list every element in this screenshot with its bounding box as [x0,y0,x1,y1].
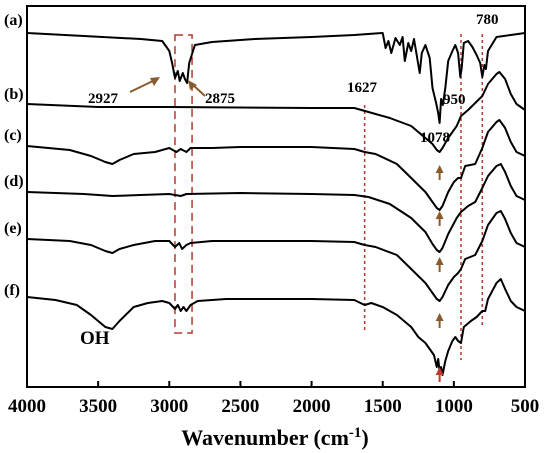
annotation-950: 950 [443,92,466,108]
arrow-up-e [435,257,444,265]
annotation-oh: OH [80,328,110,349]
x-tick-label: 2500 [221,396,259,417]
x-tick-label: 1000 [435,396,473,417]
x-axis-ticks: 4000 3500 3000 2500 2000 1500 1000 500 [8,381,539,417]
annotation-2927: 2927 [88,91,119,107]
trace-label-d: (d) [4,173,24,190]
arrow-2927 [150,77,160,86]
spectrum-f [26,278,526,376]
arrow-2875 [188,80,197,90]
arrow-up-c [435,165,444,173]
spectrum-a [26,32,526,124]
x-tick-label: 2000 [293,396,331,417]
annotation-1627: 1627 [347,80,378,96]
plot-frame [26,5,526,388]
trace-label-e: (e) [4,220,22,237]
spectra-group [26,32,526,376]
trace-label-a: (a) [4,12,23,29]
x-axis-title-sup: -1 [349,425,362,441]
x-axis-title-main: Wavenumber (cm [181,425,349,450]
arrow-2927-shaft [129,79,156,93]
x-tick-label: 500 [511,396,540,417]
highlight-box [174,34,193,334]
spectrum-d [26,163,526,253]
spectrum-e [26,210,526,302]
arrow-up-bottom [435,367,444,375]
trace-label-b: (b) [4,86,24,103]
peak-arrows [129,77,444,382]
x-axis-title: Wavenumber (cm-1) [181,425,368,450]
arrow-up-d [435,211,444,219]
arrow-up-f [435,313,444,321]
trace-label-f: (f) [4,282,20,299]
trace-label-c: (c) [4,127,22,144]
annotation-1078: 1078 [420,130,450,146]
annotation-2875: 2875 [205,91,235,107]
x-tick-label: 3500 [79,396,117,417]
x-tick-label: 4000 [8,396,46,417]
x-tick-label: 3000 [150,396,188,417]
x-tick-label: 1500 [364,396,402,417]
spectrum-b [26,71,526,153]
spectrum-c [26,119,526,211]
annotation-780: 780 [476,12,499,28]
marker-lines [174,34,484,360]
x-axis-title-close: ) [361,425,368,450]
